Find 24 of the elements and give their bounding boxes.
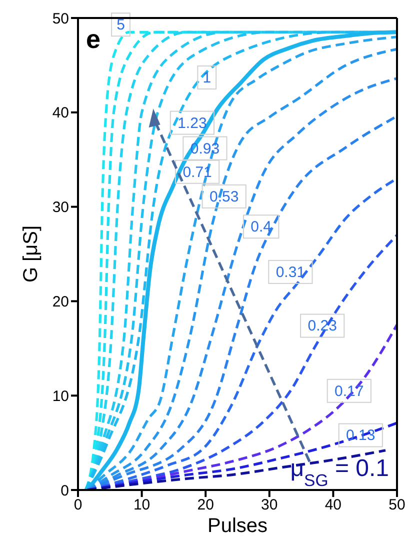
y-tick-label: 40 (52, 104, 69, 122)
annotation: 0.23 (308, 317, 337, 334)
y-tick-label: 30 (52, 199, 69, 216)
x-tick-label: 30 (261, 496, 278, 514)
annotation: 0.4 (250, 218, 272, 236)
annotation: 5 (116, 16, 125, 34)
chart-title: e (86, 24, 100, 54)
y-tick-label: 20 (52, 294, 69, 311)
annotation: 1.23 (178, 114, 207, 132)
x-tick-label: 10 (133, 496, 150, 514)
x-tick-label: 0 (74, 496, 82, 514)
y-tick-label: 50 (52, 10, 69, 28)
annotation: 1 (202, 68, 212, 86)
x-tick-label: 20 (197, 496, 214, 514)
y-axis-title: G [μS] (20, 225, 42, 283)
x-tick-label: 40 (324, 496, 342, 514)
annotation: 0.71 (182, 163, 212, 180)
annotation: 0.17 (334, 382, 364, 400)
annotation: 0.31 (276, 263, 306, 280)
x-tick-label: 50 (388, 496, 406, 514)
y-tick-label: 10 (52, 388, 69, 405)
y-tick-label: 0 (60, 482, 69, 500)
annotation: 0.53 (210, 188, 239, 205)
x-axis-title: Pulses (207, 515, 268, 537)
